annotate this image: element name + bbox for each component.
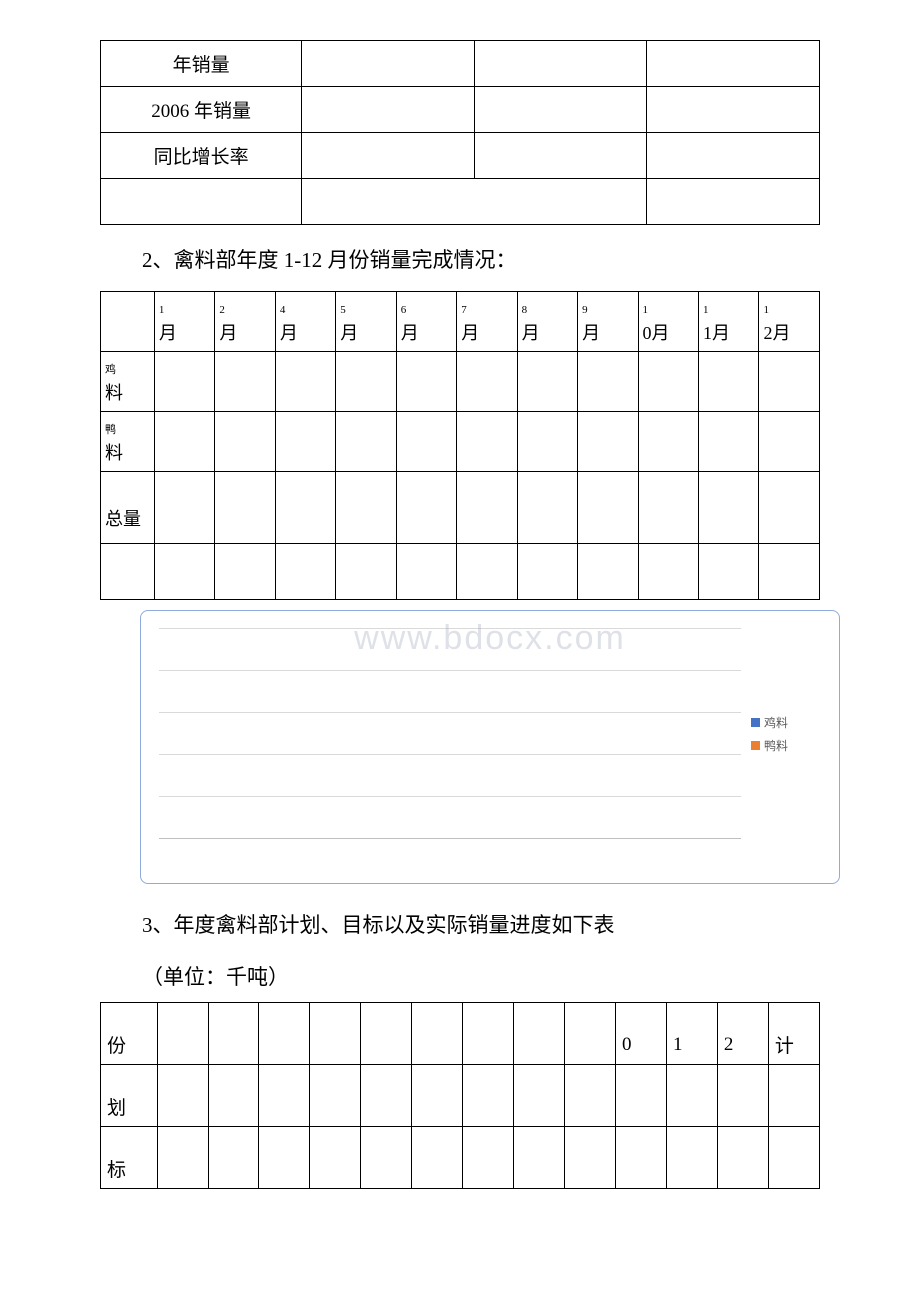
row-label: 总量: [101, 472, 155, 544]
monthly-sales-chart: www.bdocx.com 鸡料 鸭料: [140, 610, 840, 884]
col-header: [412, 1003, 463, 1065]
table-row: 2006 年销量: [101, 87, 820, 133]
col-header: [361, 1003, 412, 1065]
legend-label: 鸭料: [764, 737, 788, 754]
cell: [647, 87, 820, 133]
cell: [302, 87, 475, 133]
col-header: 0: [616, 1003, 667, 1065]
col-header: 10月: [638, 292, 698, 352]
row-label: 划: [101, 1065, 158, 1127]
col-header: 1: [666, 1003, 717, 1065]
cell: [302, 133, 475, 179]
cell: [647, 179, 820, 225]
cell: [647, 133, 820, 179]
heading-3: 3、年度禽料部计划、目标以及实际销量进度如下表: [100, 904, 820, 946]
row-label: 鸭料: [101, 412, 155, 472]
row-label: 2006 年销量: [101, 87, 302, 133]
cell: [647, 41, 820, 87]
row-label: 年销量: [101, 41, 302, 87]
legend-swatch-icon: [751, 741, 760, 750]
col-header: 6月: [396, 292, 456, 352]
legend-label: 鸡料: [764, 714, 788, 731]
legend-item: 鸡料: [751, 714, 821, 731]
col-header: 7月: [457, 292, 517, 352]
table-row: 总量: [101, 472, 820, 544]
cell: [474, 133, 647, 179]
col-header: [514, 1003, 565, 1065]
cell: [302, 41, 475, 87]
table-row: [101, 179, 820, 225]
col-header: 计: [768, 1003, 819, 1065]
chart-legend: 鸡料 鸭料: [751, 629, 821, 839]
monthly-table: 1月 2月 4月 5月 6月 7月 8月 9月 10月 11月 12月 鸡料 鸭…: [100, 291, 820, 600]
legend-swatch-icon: [751, 718, 760, 727]
row-label: 份: [101, 1003, 158, 1065]
col-header: [208, 1003, 259, 1065]
col-header: [565, 1003, 616, 1065]
heading-3-unit: （单位：千吨）: [100, 956, 820, 998]
heading-2: 2、禽料部年度 1-12 月份销量完成情况：: [100, 239, 820, 281]
col-header: 12月: [759, 292, 820, 352]
col-header: [310, 1003, 361, 1065]
legend-item: 鸭料: [751, 737, 821, 754]
col-header: 2: [717, 1003, 768, 1065]
summary-table: 年销量 2006 年销量 同比增长率: [100, 40, 820, 225]
cell: [474, 41, 647, 87]
plan-table: 份 0 1 2 计 划 标: [100, 1002, 820, 1189]
table-row: 年销量: [101, 41, 820, 87]
table-row: 鸡料: [101, 352, 820, 412]
cell: [101, 292, 155, 352]
row-label: [101, 179, 302, 225]
table-row: 鸭料: [101, 412, 820, 472]
table-header-row: 1月 2月 4月 5月 6月 7月 8月 9月 10月 11月 12月: [101, 292, 820, 352]
table-row: 同比增长率: [101, 133, 820, 179]
col-header: 1月: [154, 292, 214, 352]
row-label: 同比增长率: [101, 133, 302, 179]
col-header: 4月: [275, 292, 335, 352]
col-header: [259, 1003, 310, 1065]
col-header: [463, 1003, 514, 1065]
col-header: 8月: [517, 292, 577, 352]
col-header: [157, 1003, 208, 1065]
cell: [474, 87, 647, 133]
table-row: 标: [101, 1127, 820, 1189]
row-label: 标: [101, 1127, 158, 1189]
col-header: 11月: [699, 292, 759, 352]
col-header: 5月: [336, 292, 396, 352]
table-row: [101, 544, 820, 600]
table-row: 划: [101, 1065, 820, 1127]
row-label: [101, 544, 155, 600]
row-label: 鸡料: [101, 352, 155, 412]
chart-plot-area: [159, 629, 741, 839]
col-header: 9月: [578, 292, 638, 352]
col-header: 2月: [215, 292, 275, 352]
cell: [302, 179, 647, 225]
table-header-row: 份 0 1 2 计: [101, 1003, 820, 1065]
